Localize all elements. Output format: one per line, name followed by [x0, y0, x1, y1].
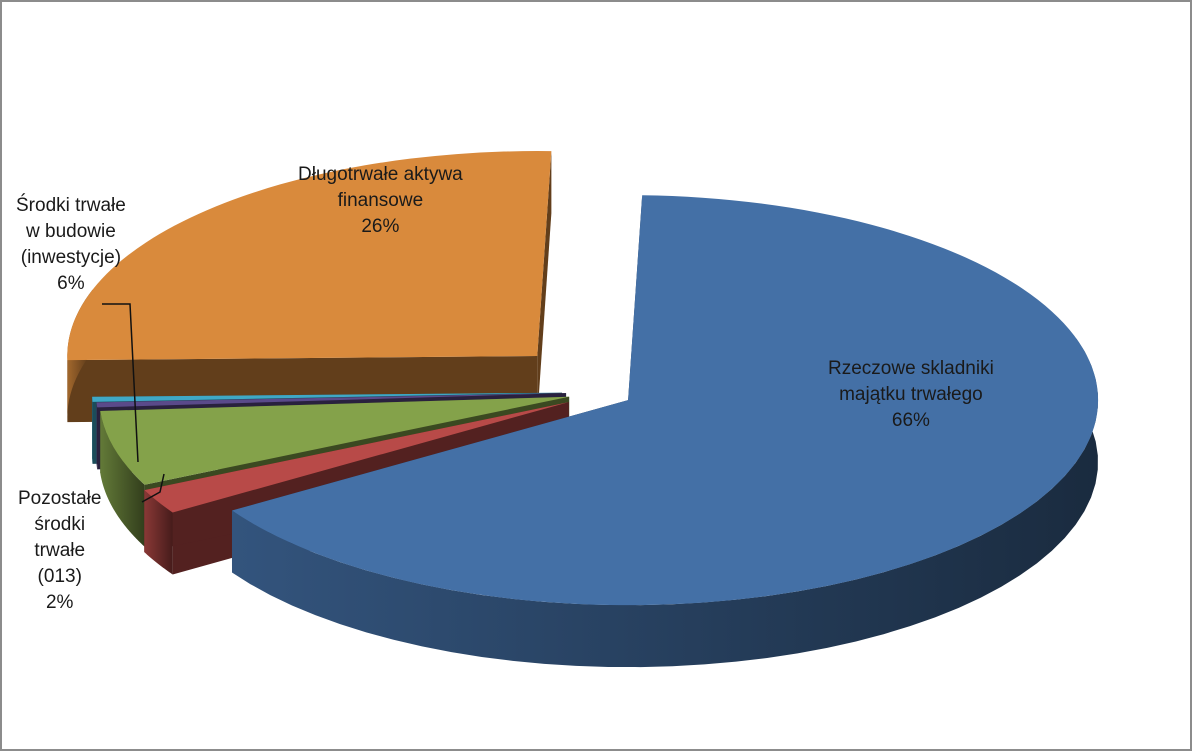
- label-pozostale-srodki: Pozostałe środki trwałe (013) 2%: [18, 486, 101, 616]
- slice-rim: [97, 402, 98, 469]
- label-dlugotrwale-aktywa: Długotrwałe aktywa finansowe 26%: [298, 162, 463, 240]
- label-srodki-w-budowie: Środki trwałe w budowie (inwestycje) 6%: [16, 193, 126, 297]
- label-rzeczowe-skladniki: Rzeczowe skladniki majątku trwałego 66%: [828, 356, 994, 434]
